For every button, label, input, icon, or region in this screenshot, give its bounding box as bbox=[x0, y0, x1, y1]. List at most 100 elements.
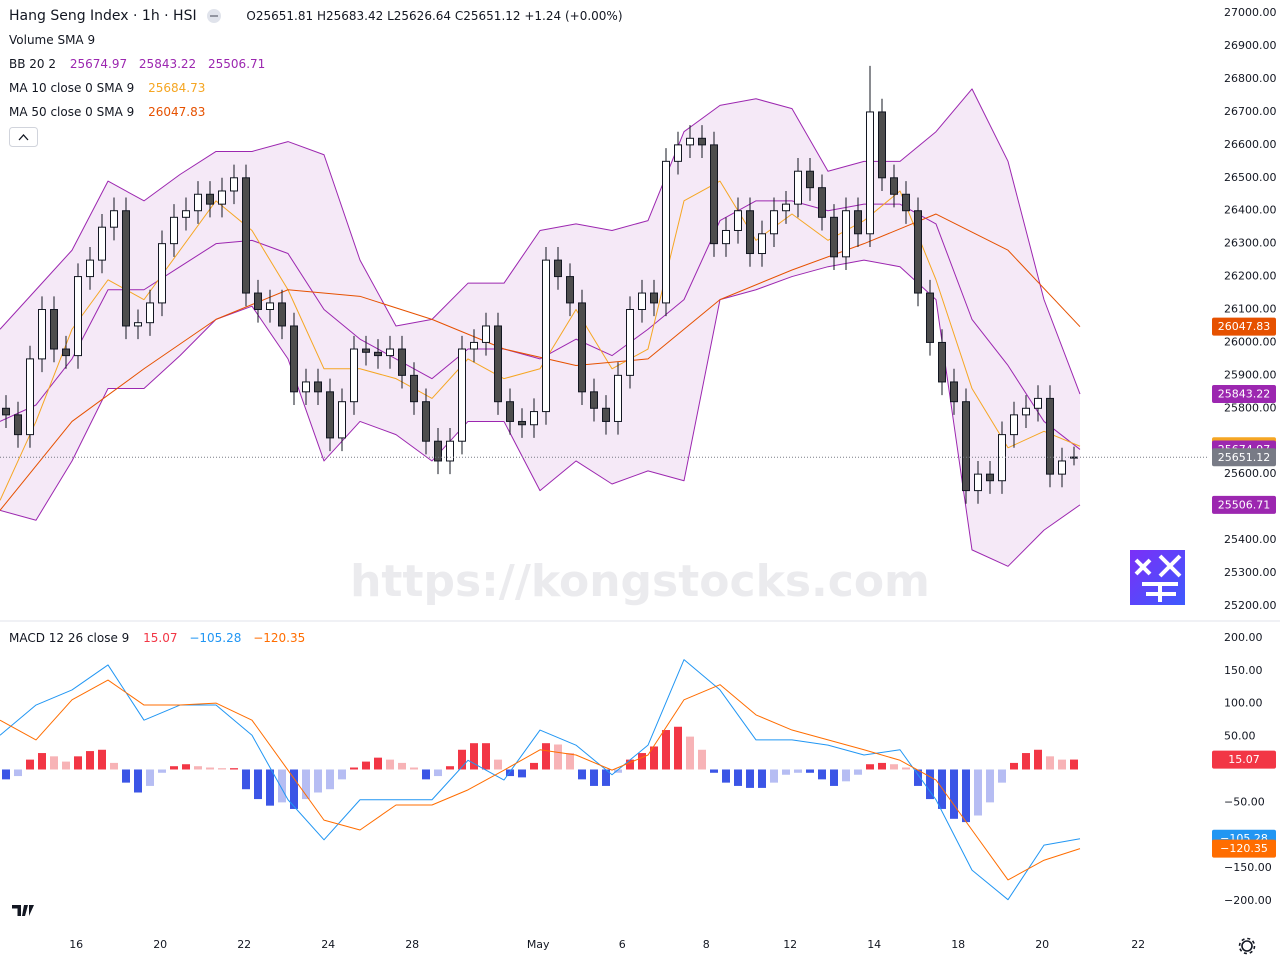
price-tag bbox=[1212, 839, 1276, 858]
histogram-bar bbox=[614, 769, 622, 773]
candle-body bbox=[590, 391, 598, 409]
ohlc-value: 25651.12 bbox=[463, 9, 521, 23]
candle-body bbox=[626, 309, 634, 376]
price-tag bbox=[1212, 448, 1276, 467]
candle-body bbox=[506, 401, 514, 422]
tv-logo[interactable] bbox=[12, 905, 34, 916]
candle-body bbox=[50, 309, 58, 350]
band-line bbox=[0, 259, 1081, 567]
candle-body bbox=[26, 358, 34, 436]
candle-body bbox=[110, 210, 118, 228]
collapse-icon bbox=[18, 134, 29, 141]
indicator-value: 25684.73 bbox=[148, 81, 206, 95]
histogram-bar bbox=[602, 769, 610, 786]
candle-body bbox=[470, 341, 478, 350]
x-tick-label: May bbox=[527, 938, 550, 951]
y-tick-label: 26100.00 bbox=[1224, 303, 1277, 316]
histogram-bar bbox=[50, 756, 58, 770]
candle-body bbox=[266, 302, 274, 311]
indicator-value: 25506.71 bbox=[208, 57, 266, 71]
candle-body bbox=[542, 259, 550, 413]
candle-body bbox=[134, 322, 142, 327]
histogram-bar bbox=[662, 730, 670, 770]
y-tick-label: 26700.00 bbox=[1224, 105, 1277, 118]
candle-body bbox=[962, 401, 970, 492]
legend-bb: BB 20 2 25674.97 25843.22 25506.71 bbox=[9, 54, 265, 74]
settings-icon[interactable] bbox=[1241, 940, 1253, 952]
collapse-button[interactable] bbox=[9, 127, 38, 147]
candle-body bbox=[170, 216, 178, 245]
histogram-bar bbox=[230, 768, 238, 770]
histogram-bar bbox=[2, 769, 10, 780]
histogram-bar bbox=[950, 769, 958, 819]
x-tick-label: 8 bbox=[703, 938, 710, 951]
price-tag-label: 25843.22 bbox=[1218, 388, 1271, 401]
candle-body bbox=[878, 111, 886, 179]
indicator-value: −105.28 bbox=[189, 631, 242, 645]
price-tag-label: 26047.83 bbox=[1218, 320, 1271, 333]
histogram-bar bbox=[902, 767, 910, 770]
indicator-value: 25674.97 bbox=[69, 57, 128, 71]
candle-body bbox=[818, 187, 826, 218]
histogram-bar bbox=[1058, 759, 1066, 770]
indicator-name: MACD 12 26 close 9 bbox=[9, 631, 130, 645]
band-fill bbox=[0, 88, 1080, 567]
x-tick-label: 12 bbox=[783, 938, 797, 951]
symbol-title: Hang Seng Index · 1h · HSI bbox=[9, 8, 197, 24]
candle-body bbox=[446, 440, 454, 462]
histogram-bar bbox=[218, 768, 226, 770]
candle-body bbox=[602, 407, 610, 422]
histogram-bar bbox=[110, 762, 118, 770]
band-line bbox=[0, 200, 1081, 450]
histogram-bar bbox=[446, 766, 454, 770]
candle-body bbox=[86, 259, 94, 278]
candle-body bbox=[38, 309, 46, 360]
x-tick-label: 6 bbox=[619, 938, 626, 951]
candle-body bbox=[938, 341, 946, 383]
histogram-bar bbox=[830, 769, 838, 786]
histogram-bar bbox=[938, 769, 946, 809]
histogram-bar bbox=[878, 762, 886, 770]
candle-body bbox=[950, 381, 958, 403]
histogram-bar bbox=[734, 769, 742, 786]
macd-line bbox=[0, 679, 1081, 881]
candle-body bbox=[2, 407, 10, 416]
histogram-bar bbox=[14, 769, 22, 777]
histogram-bar bbox=[926, 769, 934, 800]
histogram-bar bbox=[998, 769, 1006, 783]
candle-body bbox=[230, 177, 238, 192]
y-tick-label: 26000.00 bbox=[1224, 335, 1277, 348]
candle-body bbox=[854, 210, 862, 235]
histogram-bar bbox=[698, 749, 706, 770]
ohlc-value: 25683.42 bbox=[326, 9, 384, 23]
candle-body bbox=[674, 144, 682, 162]
histogram-bar bbox=[542, 743, 550, 770]
histogram-bar bbox=[554, 744, 562, 770]
moving-average bbox=[0, 213, 1081, 511]
histogram-bar bbox=[854, 769, 862, 775]
candle-body bbox=[614, 374, 622, 422]
legend-volume: Volume SMA 9 bbox=[9, 30, 95, 50]
histogram-bar bbox=[1046, 756, 1054, 770]
watermark: https://kongstocks.com bbox=[350, 556, 930, 607]
histogram-bar bbox=[254, 769, 262, 800]
histogram-bar bbox=[314, 769, 322, 793]
candle-body bbox=[398, 348, 406, 376]
y-tick-label: −200.00 bbox=[1224, 894, 1272, 907]
candle-body bbox=[566, 276, 574, 304]
histogram-bar bbox=[914, 769, 922, 786]
histogram-bar bbox=[470, 743, 478, 770]
candle-body bbox=[902, 193, 910, 212]
candle-body bbox=[350, 348, 358, 403]
ohlc: O25651.81 H25683.42 L25626.64 C25651.12 … bbox=[246, 9, 622, 23]
ohlc-key: H bbox=[316, 9, 326, 23]
histogram-bar bbox=[1034, 749, 1042, 770]
histogram-bar bbox=[86, 751, 94, 770]
moving-average bbox=[0, 180, 1081, 501]
histogram-bar bbox=[794, 769, 802, 773]
histogram-bar bbox=[242, 769, 250, 790]
candle-body bbox=[62, 348, 70, 357]
histogram-bar bbox=[770, 769, 778, 783]
candle-body bbox=[278, 302, 286, 327]
